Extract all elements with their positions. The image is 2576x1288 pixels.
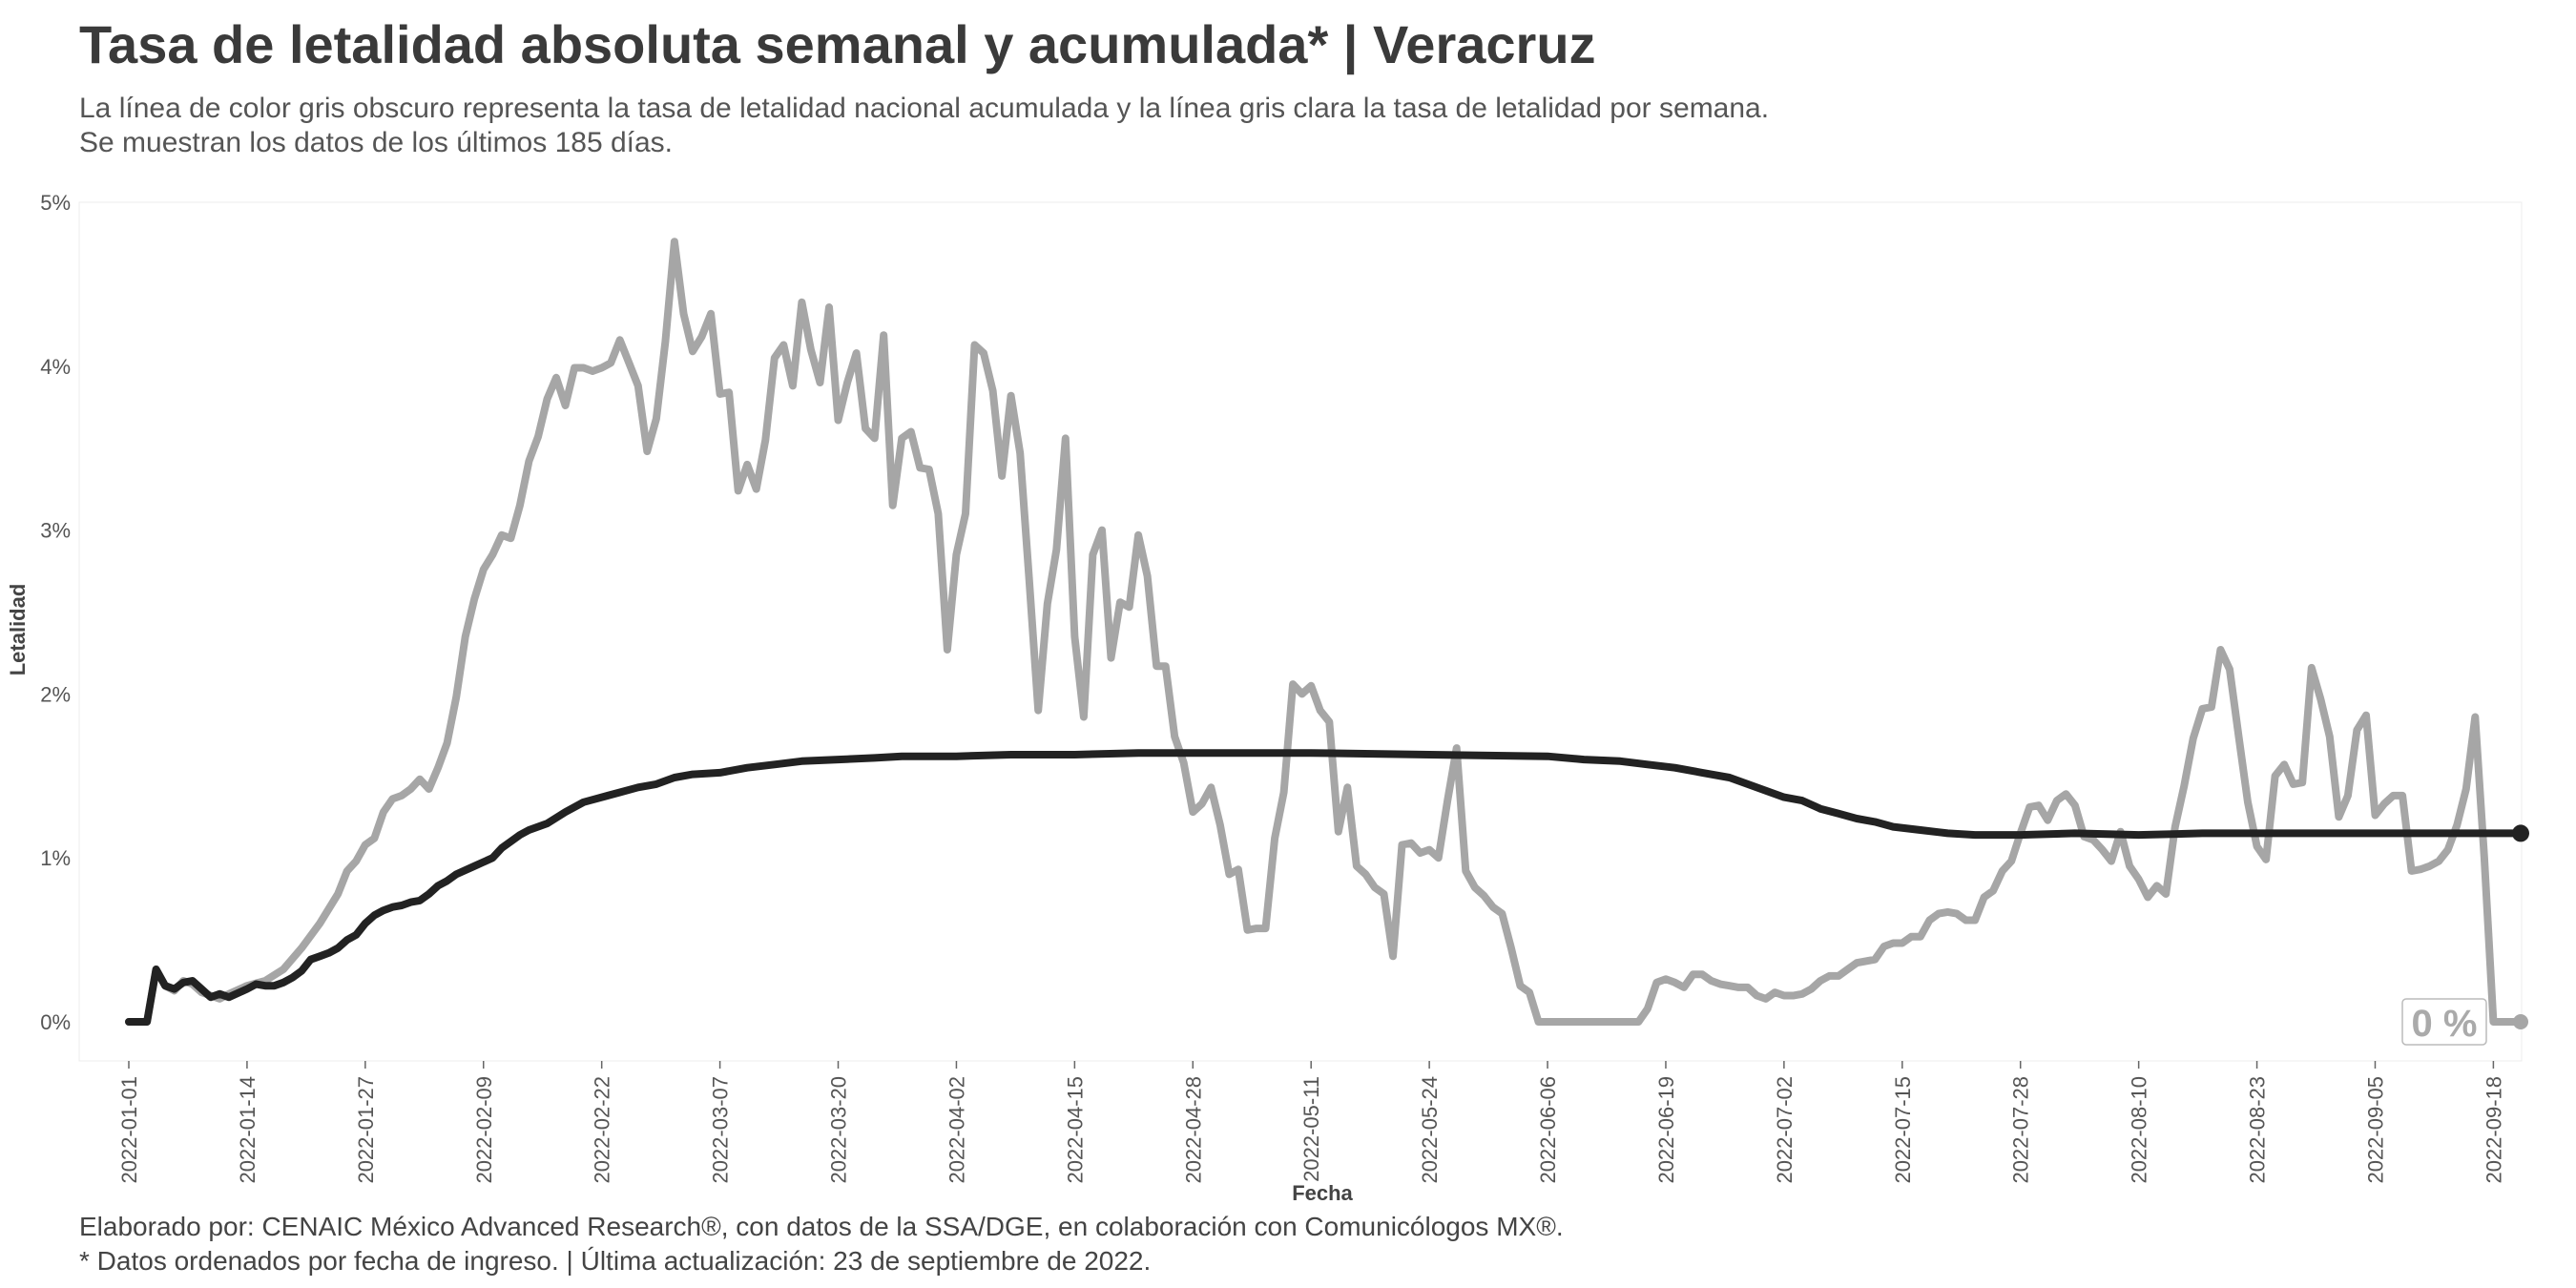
y-tick-label: 0% — [40, 1010, 71, 1034]
x-tick-label: 2022-09-18 — [2482, 1076, 2505, 1184]
x-tick-label: 2022-02-09 — [472, 1076, 496, 1184]
x-tick-label: 2022-04-02 — [945, 1076, 968, 1184]
x-tick-label: 2022-05-11 — [1299, 1076, 1323, 1182]
x-tick-label: 2022-05-24 — [1418, 1076, 1442, 1184]
subtitle-line-2: Se muestran los datos de los últimos 185… — [79, 127, 674, 158]
y-tick-label: 1% — [40, 846, 71, 870]
x-tick-label: 2022-07-02 — [1773, 1076, 1797, 1184]
y-axis-ticks: 0% 1% 2% 3% 4% 5% — [40, 191, 71, 1034]
series-layer: 0 % — [125, 238, 2529, 1046]
chart-caption: Elaborado por: CENAIC México Advanced Re… — [79, 1210, 1564, 1278]
end-label-box — [2401, 998, 2487, 1046]
x-tick-label: 2022-07-28 — [2009, 1076, 2033, 1184]
caption-line-2: * Datos ordenados por fecha de ingreso. … — [79, 1246, 1152, 1276]
x-tick-label: 2022-03-07 — [709, 1076, 733, 1184]
x-tick-label: 2022-01-14 — [236, 1076, 260, 1184]
x-tick-label: 2022-08-10 — [2128, 1076, 2151, 1184]
y-tick-label: 2% — [40, 682, 71, 706]
x-axis-title: Fecha — [1292, 1181, 1353, 1205]
x-axis-ticks: 2022-01-01 2022-01-14 2022-01-27 2022-02-09… — [117, 1061, 2505, 1184]
chart-subtitle: La línea de color gris obscuro represent… — [79, 92, 1769, 160]
y-tick-label: 4% — [40, 355, 71, 379]
chart-title: Tasa de letalidad absoluta semanal y acu… — [79, 14, 1596, 74]
x-tick-label: 2022-04-28 — [1181, 1076, 1205, 1184]
x-tick-label: 2022-01-27 — [354, 1076, 378, 1184]
x-tick-label: 2022-01-01 — [117, 1076, 141, 1184]
x-tick-label: 2022-02-22 — [591, 1076, 614, 1184]
x-tick-label: 2022-04-15 — [1063, 1076, 1087, 1184]
x-tick-label: 2022-08-23 — [2246, 1076, 2270, 1184]
caption-line-1: Elaborado por: CENAIC México Advanced Re… — [79, 1212, 1564, 1241]
y-axis-title: Letalidad — [6, 584, 30, 676]
weekly-end-point — [2513, 1014, 2528, 1029]
cumulative-series-line — [125, 749, 2524, 1026]
end-value-label: 0 % — [2412, 1003, 2478, 1045]
subtitle-line-1: La línea de color gris obscuro represent… — [79, 93, 1770, 124]
y-tick-label: 5% — [40, 191, 71, 215]
x-tick-label: 2022-07-15 — [1891, 1076, 1915, 1184]
x-tick-label: 2022-03-20 — [827, 1076, 851, 1184]
x-tick-label: 2022-06-19 — [1654, 1076, 1678, 1184]
y-tick-label: 3% — [40, 519, 71, 543]
plot-panel — [78, 201, 2523, 1062]
cumulative-end-point — [2512, 824, 2529, 842]
weekly-series-line — [125, 238, 2524, 1026]
x-tick-label: 2022-06-06 — [1536, 1076, 1560, 1184]
x-tick-label: 2022-09-05 — [2363, 1076, 2387, 1184]
